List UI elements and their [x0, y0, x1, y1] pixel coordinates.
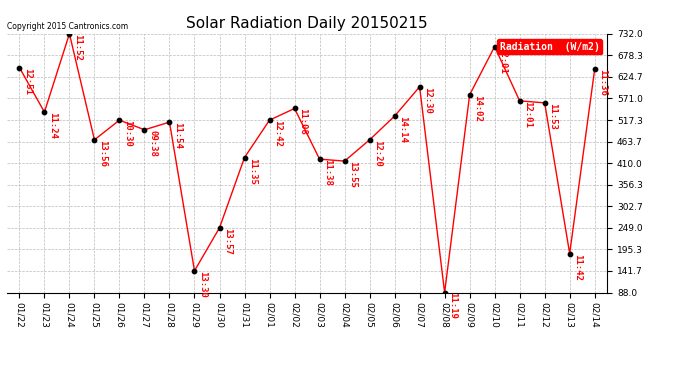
Text: 13:55: 13:55 — [348, 161, 357, 188]
Point — [89, 137, 100, 143]
Point — [564, 251, 575, 257]
Text: 13:57: 13:57 — [224, 228, 233, 255]
Legend: Radiation  (W/m2): Radiation (W/m2) — [497, 39, 602, 54]
Text: 11:53: 11:53 — [549, 103, 558, 130]
Point — [114, 117, 125, 123]
Text: 14:02: 14:02 — [473, 95, 482, 122]
Point — [364, 137, 375, 143]
Text: Copyright 2015 Cantronics.com: Copyright 2015 Cantronics.com — [7, 22, 128, 31]
Point — [514, 98, 525, 104]
Text: 11:36: 11:36 — [598, 69, 607, 96]
Point — [39, 109, 50, 115]
Point — [139, 127, 150, 133]
Point — [539, 100, 550, 106]
Point — [14, 64, 25, 70]
Text: 11:38: 11:38 — [324, 159, 333, 186]
Text: 13:56: 13:56 — [98, 140, 107, 167]
Text: 12:42: 12:42 — [273, 120, 282, 147]
Point — [589, 66, 600, 72]
Point — [239, 154, 250, 160]
Title: Solar Radiation Daily 20150215: Solar Radiation Daily 20150215 — [186, 16, 428, 31]
Point — [214, 225, 225, 231]
Text: 11:24: 11:24 — [48, 112, 57, 139]
Point — [64, 31, 75, 37]
Text: 14:14: 14:14 — [398, 116, 407, 143]
Text: 12:01: 12:01 — [524, 101, 533, 128]
Text: 09:38: 09:38 — [148, 130, 157, 157]
Point — [414, 84, 425, 90]
Text: 12:30: 12:30 — [424, 87, 433, 114]
Text: 11:42: 11:42 — [573, 254, 582, 280]
Text: 11:52: 11:52 — [73, 34, 82, 61]
Text: 13:30: 13:30 — [198, 271, 207, 298]
Text: 10:30: 10:30 — [124, 120, 132, 147]
Text: 11:19: 11:19 — [448, 292, 457, 320]
Point — [289, 105, 300, 111]
Point — [464, 92, 475, 98]
Text: 11:08: 11:08 — [298, 108, 307, 135]
Text: 12:01: 12:01 — [498, 46, 507, 74]
Text: 12:20: 12:20 — [373, 140, 382, 167]
Point — [164, 119, 175, 125]
Text: 11:54: 11:54 — [173, 122, 182, 149]
Point — [189, 268, 200, 274]
Point — [264, 117, 275, 123]
Text: 11:35: 11:35 — [248, 158, 257, 184]
Point — [339, 158, 350, 164]
Point — [439, 290, 450, 296]
Point — [389, 113, 400, 119]
Text: 12:51: 12:51 — [23, 68, 32, 94]
Point — [314, 156, 325, 162]
Point — [489, 44, 500, 50]
